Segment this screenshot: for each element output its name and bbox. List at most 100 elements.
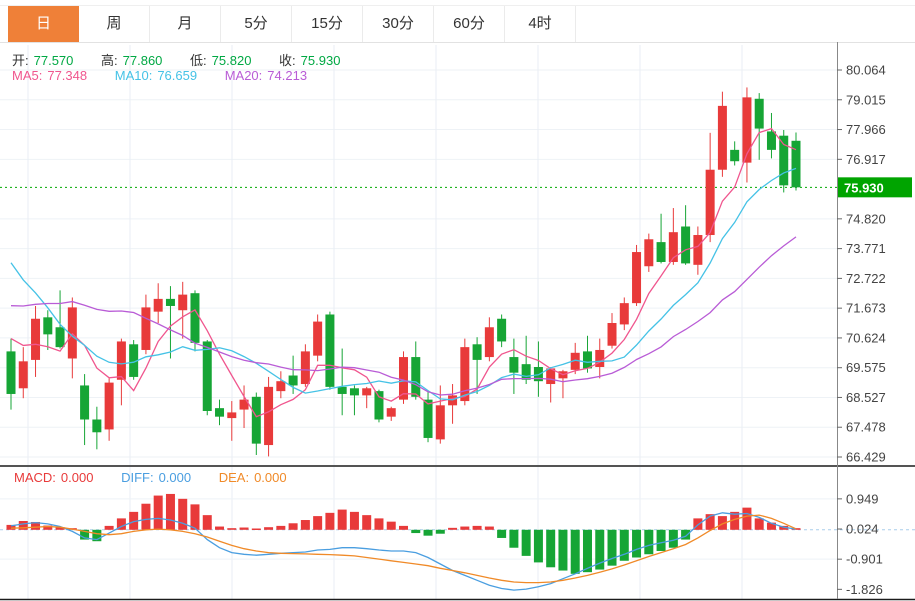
y-axis-label: 0.024 [846,522,879,537]
macd-bar [190,504,200,530]
macd-bar [337,509,347,530]
macd-bar [570,529,580,574]
y-axis-label: -0.901 [846,552,883,567]
candle [264,386,274,446]
candle [484,327,494,358]
macd-bar [362,515,372,530]
candle [595,349,605,367]
macd-bar [43,525,53,530]
macd-bar [656,529,666,551]
current-price-tag-value: 75.930 [844,180,884,195]
macd-bar [18,520,28,530]
y-axis-label: 72.722 [846,271,886,286]
candle [644,239,654,267]
ma10-line [10,167,797,401]
dea-line [10,514,797,584]
tab-day[interactable]: 日 [8,6,79,42]
macd-bar [386,521,396,530]
candle [215,408,225,417]
candle [730,149,740,162]
macd-bar [766,522,776,530]
tab-month[interactable]: 月 [150,6,221,42]
candle [227,412,237,419]
candle [546,368,556,385]
y-axis-label: 69.575 [846,360,886,375]
y-axis-label: 0.949 [846,491,879,506]
candle [116,341,126,380]
y-axis-label: 74.820 [846,211,886,226]
macd-bar [717,516,727,530]
tab-5min[interactable]: 5分 [221,6,292,42]
candle [742,97,752,163]
macd-bar [288,523,298,530]
candle [6,351,16,394]
macd-bar [693,518,703,530]
candle [717,105,727,170]
macd-bar [668,529,678,548]
candle [92,419,102,433]
tab-week[interactable]: 周 [79,6,150,42]
macd-bar [607,529,617,566]
macd-bar [92,529,102,542]
tab-15min[interactable]: 15分 [292,6,363,42]
candle [239,399,249,410]
y-axis-label: 68.527 [846,390,886,405]
candle [362,388,372,396]
macd-bar [533,529,543,563]
candle [632,252,642,304]
candle [521,364,531,380]
macd-bar [742,507,752,530]
macd-bar [313,516,323,530]
macd-bar [325,512,335,530]
candle [582,351,592,369]
tab-4hour[interactable]: 4时 [505,6,576,42]
macd-bar [546,529,556,568]
macd-bar [129,511,139,530]
candle [681,226,691,264]
macd-bar [705,514,715,530]
candle [337,386,347,394]
y-axis-label: 79.015 [846,92,886,107]
candle [460,347,470,402]
candle [668,232,678,262]
candle [619,303,629,325]
candle [399,357,408,400]
macd-bar [178,498,188,530]
macd-bar [215,526,225,530]
candle [435,405,445,440]
candle [656,242,666,262]
macd-bar [754,518,764,530]
candle [497,318,507,342]
tab-60min[interactable]: 60分 [434,6,505,42]
candle [411,357,421,397]
candle [165,298,175,306]
macd-bar [264,527,274,530]
macd-bar [141,503,151,530]
macd-bar [497,529,507,538]
diff-line [10,512,797,591]
candle [43,317,53,335]
macd-bar [374,518,384,530]
macd-bar [202,515,212,530]
candle [153,298,163,312]
candle [18,361,28,389]
candle [104,382,114,430]
candle [374,391,384,420]
candle [141,307,151,350]
current-price-tag [838,177,912,198]
y-axis-label: -1.826 [846,582,883,597]
candle [55,327,65,348]
candle [705,169,715,236]
macd-bar [31,521,41,530]
candle [766,131,776,150]
macd-bar [681,529,691,540]
candle [779,135,789,186]
macd-bar [55,527,65,530]
candle [349,388,359,396]
macd-bar [484,526,494,530]
tab-30min[interactable]: 30分 [363,6,434,42]
candle [693,235,703,265]
macd-bar [411,529,421,534]
macd-bar [582,529,592,573]
